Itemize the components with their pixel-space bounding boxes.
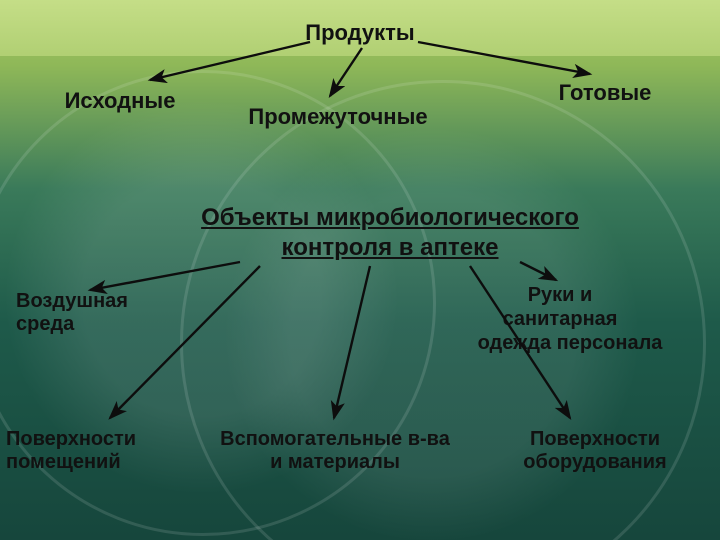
node-hands-l2: санитарная — [450, 308, 670, 331]
node-aux-materials: Вспомогательные в-ва и материалы — [190, 428, 480, 474]
node-initial: Исходные — [40, 88, 200, 113]
node-air: Воздушная среда — [16, 290, 186, 336]
node-intermediate: Промежуточные — [218, 104, 458, 129]
node-surfaces-equipment: Поверхности оборудования — [490, 428, 700, 474]
title-line-1: Объекты микробиологического — [120, 204, 660, 232]
node-hands-l3: одежда персонала — [440, 332, 700, 355]
node-finished: Готовые — [530, 80, 680, 105]
node-products: Продукты — [290, 20, 430, 45]
node-hands-l1: Руки и — [450, 284, 670, 307]
title-line-2: контроля в аптеке — [120, 234, 660, 262]
node-surfaces-room: Поверхности помещений — [6, 428, 181, 474]
slide-root: Продукты Исходные Промежуточные Готовые … — [0, 0, 720, 540]
